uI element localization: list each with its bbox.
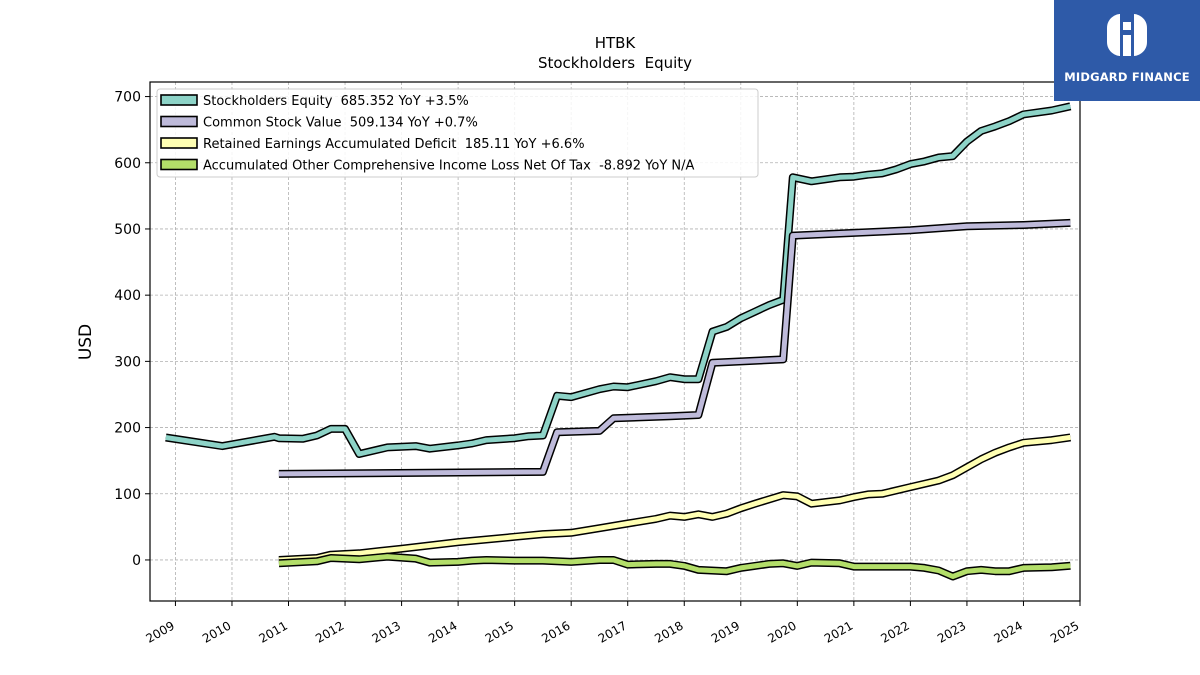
legend-box — [156, 88, 759, 178]
chart-title: HTBK — [595, 34, 637, 52]
legend-entry-2: Retained Earnings Accumulated Deficit 18… — [203, 137, 585, 152]
x-tick-label: 2012 — [313, 618, 346, 645]
x-tick-label: 2020 — [765, 618, 798, 645]
y-tick-label: 100 — [114, 487, 141, 503]
series-outline-2 — [278, 433, 1071, 564]
logo-text: MIDGARD FINANCE — [1064, 70, 1190, 84]
y-tick-label: 300 — [114, 354, 141, 370]
x-tick-label: 2017 — [596, 618, 629, 645]
series-line-2 — [278, 434, 1071, 563]
series-line-1 — [278, 220, 1071, 477]
x-tick-label: 2018 — [652, 618, 685, 645]
x-tick-label: 2019 — [709, 618, 742, 645]
legend-entry-1: Common Stock Value 509.134 YoY +0.7% — [203, 116, 478, 131]
legend-swatch-3 — [160, 158, 198, 171]
x-tick-label: 2013 — [370, 618, 403, 645]
legend-entry-3: Accumulated Other Comprehensive Income L… — [203, 159, 694, 174]
legend: Stockholders Equity 685.352 YoY +3.5% Com… — [156, 88, 759, 178]
series-lines — [165, 102, 1072, 581]
y-tick-label: 500 — [114, 222, 141, 238]
legend-entry-0: Stockholders Equity 685.352 YoY +3.5% — [203, 94, 469, 109]
series-line-0 — [165, 103, 1071, 457]
series-line-3 — [278, 554, 1071, 579]
y-tick-label: 200 — [114, 421, 141, 437]
legend-swatch-2 — [160, 137, 198, 149]
x-tick-label: 2011 — [257, 618, 290, 645]
plot-frame — [149, 81, 1081, 602]
y-tick-label: 700 — [114, 90, 141, 106]
x-tick-label: 2024 — [992, 618, 1025, 645]
x-tick-label: 2023 — [935, 618, 968, 645]
x-tick-label: 2015 — [483, 618, 516, 645]
x-tick-label: 2009 — [143, 618, 176, 645]
legend-swatch-1 — [160, 115, 198, 128]
legend-swatch-0 — [160, 94, 198, 106]
x-tick-label: 2021 — [822, 618, 855, 645]
y-tick-label: 600 — [114, 156, 141, 172]
x-tick-label: 2014 — [426, 618, 459, 645]
y-tick-label: 400 — [114, 288, 141, 304]
x-tick-label: 2016 — [539, 618, 572, 645]
x-tick-label: 2010 — [200, 618, 233, 645]
chart-subtitle: Stockholders Equity — [538, 54, 692, 72]
y-axis-label: USD — [76, 324, 96, 360]
x-tick-label: 2022 — [878, 618, 911, 645]
y-tick-label: 0 — [132, 553, 141, 569]
series-outline-1 — [278, 218, 1071, 478]
x-tick-label: 2025 — [1048, 618, 1081, 645]
brand-logo: MIDGARD FINANCE — [1054, 0, 1200, 101]
logo-mark-icon — [1107, 14, 1147, 56]
